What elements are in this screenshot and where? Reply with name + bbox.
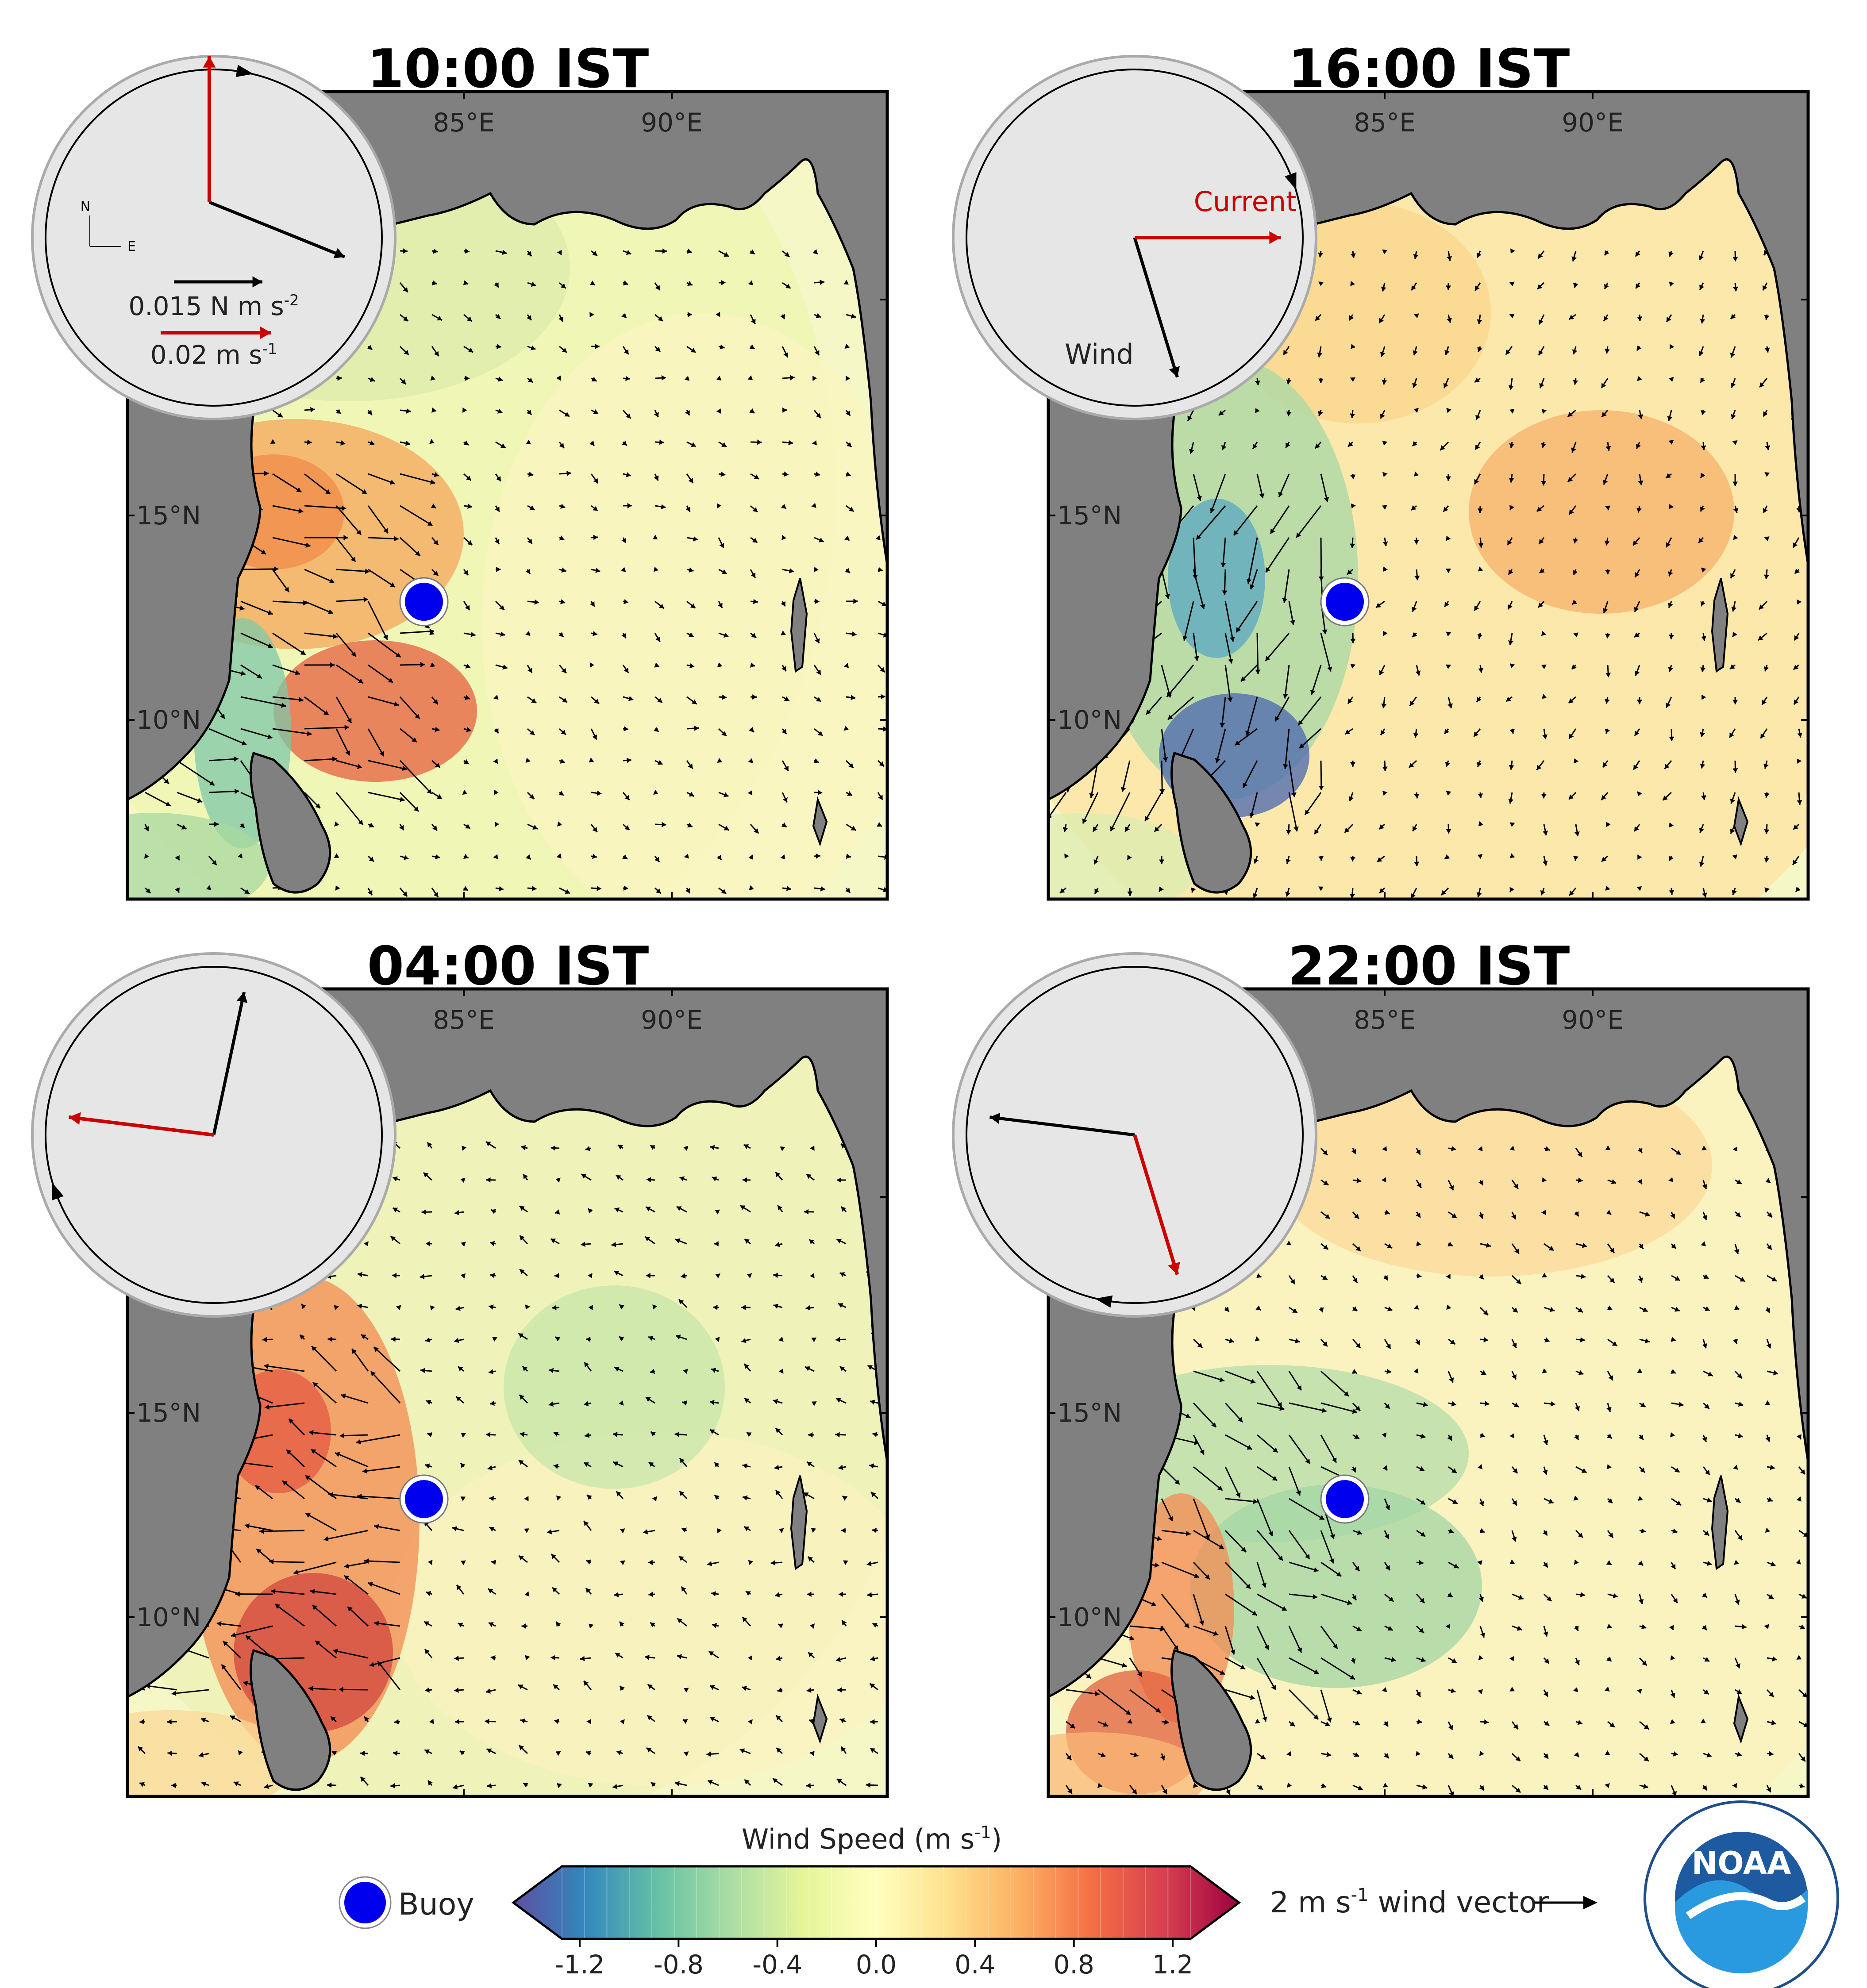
colorbar: -1.2 -0.8 -0.4 0.0 0.4 0.8 1.2: [511, 1865, 1241, 1980]
lat-tick-label: 15°N: [1057, 1398, 1122, 1428]
svg-text:NOAA: NOAA: [1692, 1845, 1791, 1881]
colorbar-tick-label: -1.2: [554, 1950, 604, 1980]
lat-tick-label: 15°N: [136, 500, 201, 531]
current-vector: [1135, 231, 1281, 244]
noaa-logo: NOAA: [1644, 1800, 1839, 1988]
wind-vector-label: 2 m s-1 wind vector: [1270, 1885, 1549, 1919]
current-scale-label: 0.02 m s-1: [150, 340, 277, 370]
current-vector: [1133, 1134, 1180, 1275]
lon-tick-label: 85°E: [433, 1005, 494, 1035]
hodograph-inset: NE0.015 N m s-20.02 m s-1: [31, 55, 396, 420]
current-vector: [203, 56, 216, 202]
lat-tick-label: 10°N: [136, 705, 201, 735]
sri-lanka: [1170, 1649, 1252, 1791]
panel-title: 16:00 IST: [1288, 38, 1570, 100]
wind-label: Wind: [1065, 338, 1134, 370]
wind-stress-vector: [208, 200, 346, 258]
map-panel-2: 16:00 IST 85°E 90°E 15°N 10°N Wind Current: [952, 38, 1810, 901]
hodograph-inset: [952, 952, 1317, 1318]
map-panel-3: 04:00 IST 85°E 90°E 15°N 10°N: [31, 936, 889, 1798]
buoy-marker: [1321, 578, 1368, 625]
current-scale-arrow: [161, 326, 271, 339]
wind-stress-vector: [989, 1113, 1135, 1137]
sri-lanka: [250, 751, 331, 894]
hodograph-inset: [31, 952, 396, 1318]
lat-tick-label: 10°N: [1057, 1602, 1122, 1632]
andaman-islands: [1711, 578, 1729, 673]
sri-lanka: [250, 1649, 331, 1791]
buoy-marker: [400, 1476, 447, 1523]
lon-tick-label: 90°E: [1562, 1005, 1623, 1035]
colorbar-tick-label: -0.4: [752, 1950, 802, 1980]
wind-scale-label: 0.015 N m s-2: [128, 291, 299, 321]
wind-stress-vector: [212, 992, 248, 1135]
lon-tick-label: 85°E: [1354, 1005, 1415, 1035]
legend: Buoy Wind Speed (m s-1) -1.2 -0.8 -0.4 0.0 0…: [339, 1823, 1598, 1980]
colorbar-tick-label: 1.2: [1152, 1950, 1193, 1980]
andaman-islands: [790, 1475, 808, 1570]
compass-axes: NE: [81, 199, 136, 254]
lat-tick-label: 10°N: [136, 1602, 201, 1632]
buoy-marker: [400, 578, 447, 625]
panel-title: 04:00 IST: [367, 936, 649, 997]
current-label: Current: [1194, 185, 1297, 218]
svg-text:E: E: [127, 239, 136, 254]
current-vector: [68, 1112, 214, 1137]
lon-tick-label: 90°E: [1562, 108, 1623, 138]
lon-tick-label: 90°E: [641, 108, 702, 138]
svg-text:N: N: [81, 199, 90, 215]
buoy-legend-marker: [340, 1877, 390, 1928]
andaman-islands: [1711, 1475, 1729, 1570]
hodograph-inset: Wind Current: [952, 55, 1317, 420]
lat-tick-label: 15°N: [1057, 500, 1122, 531]
lon-tick-label: 85°E: [1354, 108, 1415, 138]
colorbar-title: Wind Speed (m s-1): [742, 1823, 1002, 1855]
lat-tick-label: 15°N: [136, 1398, 201, 1428]
buoy-marker: [1321, 1476, 1368, 1523]
wind-vector-scale-arrow: [1535, 1896, 1598, 1909]
wind-scale-arrow: [174, 276, 262, 288]
sri-lanka: [1170, 751, 1252, 894]
lon-tick-label: 90°E: [641, 1005, 702, 1035]
colorbar-tick-label: -0.8: [654, 1950, 704, 1980]
lon-tick-label: 85°E: [433, 108, 494, 138]
wind-stress-vector: [1133, 237, 1180, 378]
colorbar-tick-label: 0.8: [1054, 1950, 1094, 1980]
panel-title: 10:00 IST: [367, 38, 649, 100]
colorbar-tick-label: 0.0: [856, 1950, 897, 1980]
lat-tick-label: 10°N: [1057, 705, 1122, 735]
andaman-islands: [790, 578, 808, 673]
buoy-legend-label: Buoy: [398, 1887, 474, 1922]
panel-title: 22:00 IST: [1288, 936, 1570, 997]
map-panel-4: 22:00 IST 85°E 90°E 15°N 10°N: [952, 936, 1810, 1798]
colorbar-tick-label: 0.4: [955, 1950, 995, 1980]
